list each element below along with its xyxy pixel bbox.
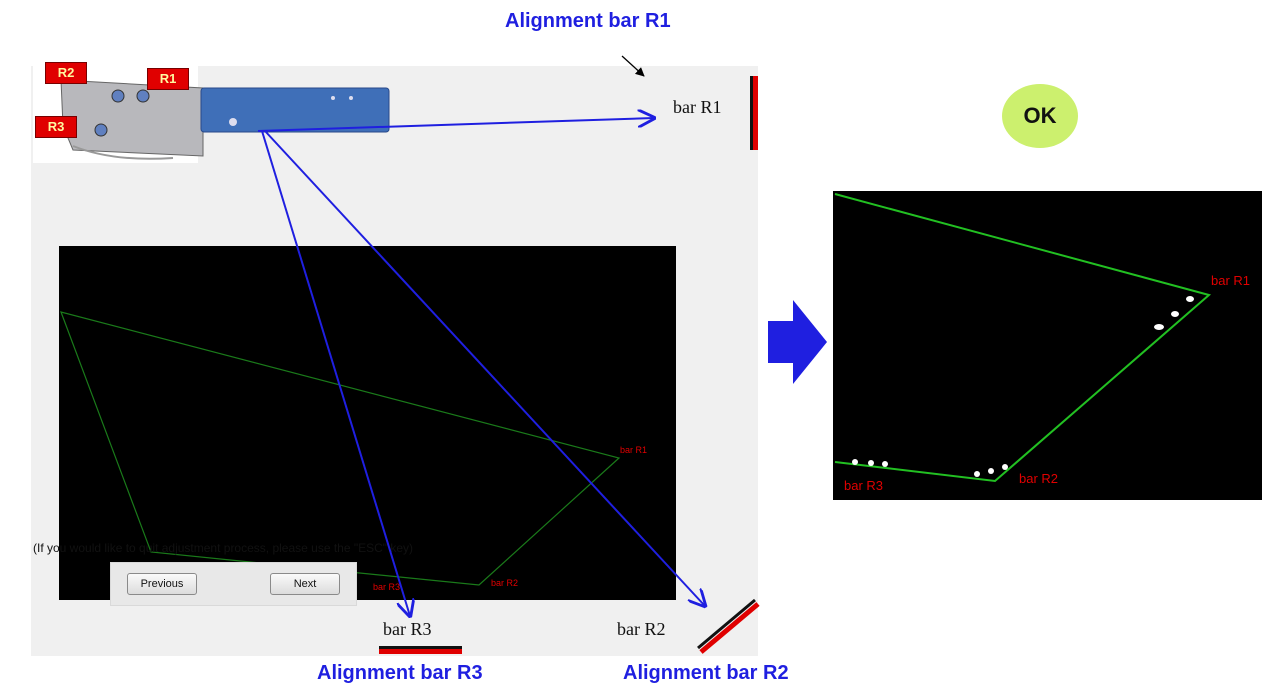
navigation-buttons: Previous Next bbox=[110, 562, 357, 606]
next-button[interactable]: Next bbox=[270, 573, 340, 595]
screen-label-r2: bar R2 bbox=[491, 578, 518, 588]
thumbnail-tag-r3: R3 bbox=[35, 116, 77, 138]
screen-label-r3: bar R3 bbox=[373, 582, 400, 592]
result-label-r2: bar R2 bbox=[1019, 471, 1058, 486]
bar-label-r3: bar R3 bbox=[383, 619, 432, 640]
heading-alignment-bar-r3: Alignment bar R3 bbox=[317, 662, 483, 685]
result-outline: bar R1 bar R2 bar R3 bbox=[833, 191, 1262, 500]
part-thumbnail: R2 R1 R3 bbox=[33, 66, 198, 163]
previous-button[interactable]: Previous bbox=[127, 573, 197, 595]
thumbnail-tag-r1: R1 bbox=[147, 68, 189, 90]
screen-label-r1: bar R1 bbox=[620, 445, 647, 455]
result-camera-view: bar R1 bar R2 bar R3 bbox=[833, 191, 1262, 500]
result-label-r3: bar R3 bbox=[844, 478, 883, 493]
heading-alignment-bar-r2: Alignment bar R2 bbox=[623, 662, 789, 685]
esc-instruction: (If you would like to quit adjustment pr… bbox=[33, 541, 413, 555]
heading-alignment-bar-r1: Alignment bar R1 bbox=[505, 10, 671, 33]
result-label-r1: bar R1 bbox=[1211, 273, 1250, 288]
transition-arrow-icon bbox=[768, 300, 827, 384]
part-image bbox=[33, 66, 393, 166]
ok-status-badge: OK bbox=[1002, 84, 1078, 148]
thumbnail-tag-r2: R2 bbox=[45, 62, 87, 84]
bar-label-r2: bar R2 bbox=[617, 619, 666, 640]
bar-label-r1: bar R1 bbox=[673, 97, 722, 118]
